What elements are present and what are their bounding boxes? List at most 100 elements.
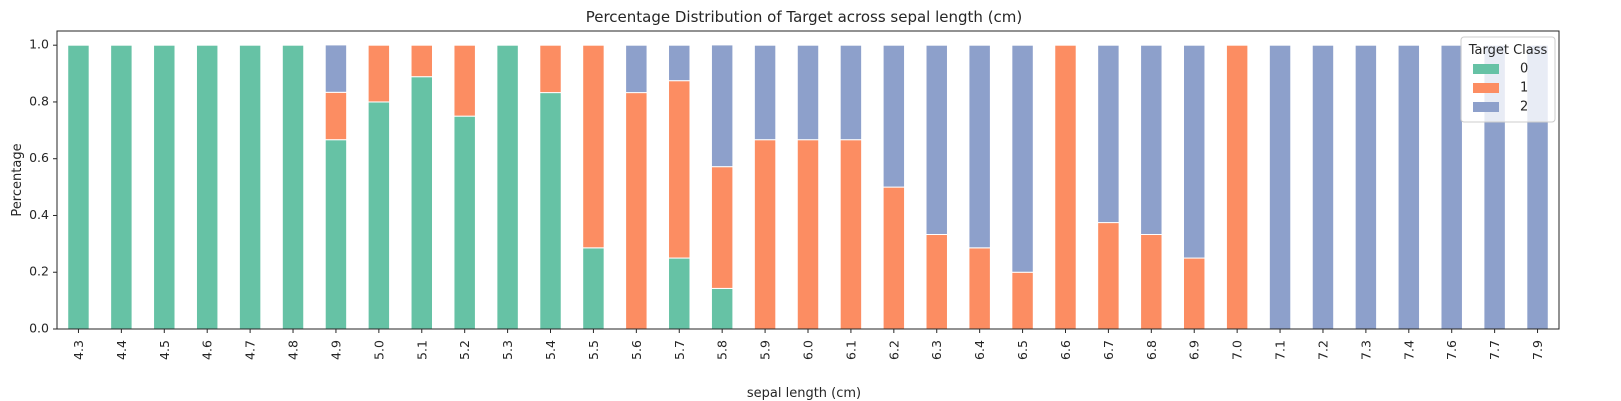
x-tick-label: 4.5 — [157, 340, 172, 360]
bar-6.3-class-2 — [925, 44, 948, 235]
bar-5.7-class-0 — [668, 257, 691, 330]
bar-5.4-class-1 — [539, 44, 562, 94]
x-tick-label: 7.3 — [1358, 340, 1373, 360]
bar-4.9-class-1 — [324, 91, 348, 141]
bar-7.1-class-2 — [1268, 44, 1292, 330]
x-tick-label: 7.9 — [1530, 340, 1545, 360]
y-tick-label: 0.6 — [29, 150, 49, 165]
chart-title: Percentage Distribution of Target across… — [586, 8, 1023, 26]
x-tick-label: 6.3 — [929, 340, 944, 360]
bar-5.8-class-2 — [710, 44, 734, 168]
bar-7.6-class-2 — [1440, 44, 1463, 330]
x-tick-label: 5.7 — [672, 340, 687, 360]
bar-7.4-class-2 — [1397, 44, 1421, 330]
bar-5.6-class-2 — [625, 44, 648, 94]
bar-5.2-class-0 — [453, 115, 476, 330]
x-tick-label: 5.3 — [500, 340, 515, 360]
bar-5.9-class-1 — [753, 139, 777, 330]
y-tick-label: 0.4 — [29, 207, 49, 222]
bar-7.3-class-2 — [1354, 44, 1378, 330]
bar-5.9-class-2 — [753, 44, 777, 141]
x-tick-label: 5.1 — [414, 340, 429, 360]
plot-area: 4.3 4.4 4.5 4.6 4.7 4.8 4.9 5.0 5.1 5.2 5.3 5.4 5.5 5… — [29, 30, 1560, 360]
legend-label-1: 1 — [1520, 81, 1528, 96]
bar-5.2-class-1 — [453, 44, 476, 117]
legend: Target Class 0 1 2 — [1460, 36, 1556, 123]
x-tick-label: 5.6 — [629, 340, 644, 360]
legend-label-0: 0 — [1520, 62, 1528, 77]
bar-4.3-class-0 — [67, 44, 90, 330]
bar-4.9-class-0 — [324, 139, 348, 330]
x-tick-label: 7.7 — [1487, 340, 1502, 360]
bar-5.7-class-1 — [668, 80, 691, 259]
bar-4.5-class-0 — [153, 44, 176, 330]
x-tick-label: 7.4 — [1401, 340, 1416, 360]
x-tick-label: 6.0 — [801, 340, 816, 360]
bar-5.8-class-1 — [710, 166, 734, 289]
y-tick-label: 0.0 — [29, 321, 49, 336]
legend-label-2: 2 — [1520, 100, 1528, 115]
bar-7.0-class-1 — [1225, 44, 1249, 330]
x-tick-label: 7.1 — [1273, 340, 1288, 360]
x-tick-label: 4.6 — [200, 340, 215, 360]
bar-5.1-class-1 — [410, 44, 433, 78]
bar-5.5-class-0 — [582, 247, 605, 330]
x-tick-label: 5.4 — [543, 340, 558, 360]
bar-6.0-class-1 — [796, 139, 820, 330]
x-tick-label: 5.0 — [371, 340, 386, 360]
plot-frame — [56, 30, 1560, 330]
legend-swatch-1 — [1473, 83, 1499, 93]
legend-title: Target Class — [1468, 43, 1548, 58]
bar-6.6-class-1 — [1054, 44, 1077, 330]
y-tick-label: 0.2 — [29, 264, 49, 279]
x-tick-label: 4.8 — [286, 340, 301, 360]
x-tick-label: 4.4 — [114, 340, 129, 360]
x-tick-label: 7.0 — [1230, 340, 1245, 360]
bar-4.8-class-0 — [281, 44, 305, 330]
legend-swatch-0 — [1473, 64, 1499, 74]
x-axis-label: sepal length (cm) — [747, 386, 861, 401]
bar-6.2-class-1 — [882, 186, 906, 330]
x-tick-label: 6.5 — [1015, 340, 1030, 360]
bar-6.7-class-1 — [1097, 222, 1120, 330]
x-tick-label: 5.8 — [715, 340, 730, 360]
bar-6.2-class-2 — [882, 44, 906, 188]
x-tick-label: 7.2 — [1315, 340, 1330, 360]
bar-5.3-class-0 — [496, 44, 519, 330]
bar-6.8-class-2 — [1140, 44, 1163, 235]
bar-5.5-class-1 — [582, 44, 605, 249]
x-tick-label: 6.4 — [972, 340, 987, 360]
x-tick-label: 5.9 — [758, 340, 773, 360]
x-tick-label: 6.7 — [1101, 340, 1116, 360]
bar-6.5-class-2 — [1011, 44, 1034, 273]
x-tick-label: 6.9 — [1187, 340, 1202, 360]
bar-6.4-class-1 — [968, 247, 991, 330]
x-tick-label: 5.2 — [457, 340, 472, 360]
bar-5.8-class-0 — [710, 287, 734, 330]
x-tick-label: 6.8 — [1144, 340, 1159, 360]
bar-5.4-class-0 — [539, 92, 562, 330]
bar-6.9-class-2 — [1183, 44, 1206, 259]
x-tick-label: 4.9 — [328, 340, 343, 360]
bar-5.0-class-1 — [367, 44, 391, 103]
legend-swatch-2 — [1473, 102, 1499, 112]
x-tick-label: 7.6 — [1444, 340, 1459, 360]
x-tick-label: 6.1 — [843, 340, 858, 360]
y-axis-label: Percentage — [10, 143, 25, 216]
x-tick-label: 4.3 — [71, 340, 86, 360]
x-tick-label: 6.2 — [886, 340, 901, 360]
bar-6.1-class-1 — [839, 139, 863, 330]
x-tick-label: 6.6 — [1058, 340, 1073, 360]
bar-6.9-class-1 — [1183, 257, 1206, 330]
bar-6.3-class-1 — [925, 233, 948, 330]
x-tick-label: 4.7 — [243, 340, 258, 360]
bar-6.8-class-1 — [1140, 233, 1163, 330]
bar-4.4-class-0 — [110, 44, 133, 330]
bar-6.1-class-2 — [839, 44, 863, 141]
bar-6.4-class-2 — [968, 44, 991, 249]
y-tick-label: 1.0 — [29, 37, 49, 52]
bar-5.7-class-2 — [668, 44, 691, 82]
x-tick-label: 5.5 — [586, 340, 601, 360]
bar-4.6-class-0 — [195, 44, 219, 330]
bar-5.0-class-0 — [367, 101, 391, 330]
